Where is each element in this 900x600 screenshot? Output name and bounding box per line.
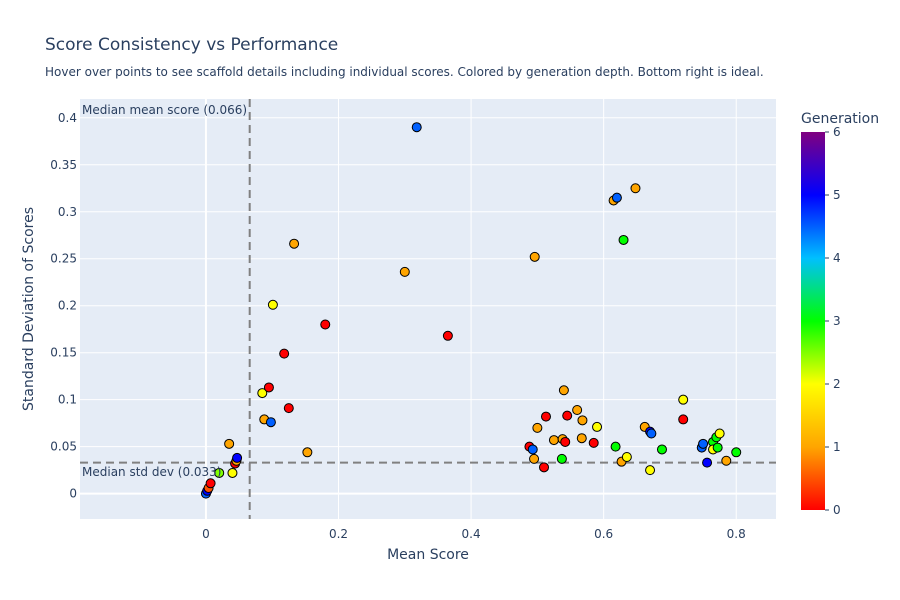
colorbar-tick-label: 3	[833, 314, 841, 328]
grid-lines	[80, 99, 776, 519]
colorbar-tick-label: 0	[833, 503, 841, 517]
data-point[interactable]	[678, 414, 689, 425]
chart-title: Score Consistency vs Performance	[45, 35, 338, 55]
y-axis-ticks: 0 0.05 0.1 0.15 0.2 0.25 0.3 0.35 0.4	[50, 111, 77, 501]
colorbar-tick-label: 2	[833, 377, 841, 391]
x-tick-label: 0.2	[329, 527, 348, 541]
data-point[interactable]	[714, 428, 725, 439]
colorbar-tick-label: 5	[833, 188, 841, 202]
median-mean-annotation: Median mean score (0.066)	[82, 103, 247, 117]
data-point[interactable]	[540, 411, 551, 422]
data-point[interactable]	[263, 382, 274, 393]
median-std-annotation: Median std dev (0.033)	[82, 465, 221, 479]
plot-area	[80, 99, 776, 519]
colorbar-tick-label: 1	[833, 440, 841, 454]
colorbar-ticks: 0 1 2 3 4 5 6	[825, 125, 841, 517]
data-point[interactable]	[279, 348, 290, 359]
y-tick-label: 0.1	[58, 393, 77, 407]
colorbar	[801, 132, 825, 510]
data-point[interactable]	[289, 238, 300, 249]
chart-subtitle: Hover over points to see scaffold detail…	[45, 65, 764, 79]
data-point[interactable]	[558, 385, 569, 396]
data-point[interactable]	[214, 467, 225, 478]
data-point[interactable]	[257, 388, 268, 399]
data-point[interactable]	[576, 433, 587, 444]
data-point[interactable]	[678, 394, 689, 405]
colorbar-tick-label: 6	[833, 125, 841, 139]
y-axis-title: Standard Deviation of Scores	[21, 207, 37, 411]
data-point[interactable]	[556, 453, 567, 464]
data-point[interactable]	[539, 462, 549, 473]
data-point[interactable]	[588, 437, 599, 448]
data-point[interactable]	[267, 299, 278, 310]
data-point[interactable]	[320, 319, 331, 330]
data-point[interactable]	[527, 444, 538, 455]
y-tick-label: 0.15	[50, 346, 77, 360]
data-point[interactable]	[399, 266, 410, 277]
y-tick-label: 0.25	[50, 252, 77, 266]
data-point[interactable]	[630, 183, 641, 194]
data-point[interactable]	[721, 455, 732, 466]
data-point[interactable]	[618, 234, 629, 245]
x-axis-ticks: 0 0.2 0.4 0.6 0.8	[202, 527, 746, 541]
data-point[interactable]	[442, 330, 453, 341]
data-point[interactable]	[656, 444, 667, 455]
x-tick-label: 0.6	[594, 527, 613, 541]
x-tick-label: 0	[202, 527, 210, 541]
data-point[interactable]	[224, 438, 235, 449]
y-tick-label: 0.35	[50, 158, 77, 172]
x-tick-label: 0.8	[727, 527, 746, 541]
data-point[interactable]	[572, 405, 583, 416]
data-point[interactable]	[621, 451, 632, 462]
data-points	[200, 122, 742, 499]
data-point[interactable]	[529, 453, 540, 464]
y-tick-label: 0	[69, 487, 77, 501]
data-point[interactable]	[646, 428, 657, 439]
data-point[interactable]	[698, 438, 709, 449]
data-point[interactable]	[610, 441, 621, 452]
data-point[interactable]	[712, 442, 723, 453]
colorbar-tick-label: 4	[833, 251, 841, 265]
data-point[interactable]	[562, 410, 573, 421]
data-point[interactable]	[205, 478, 216, 489]
data-point[interactable]	[232, 452, 243, 463]
data-point[interactable]	[645, 465, 656, 476]
data-point[interactable]	[731, 447, 742, 458]
y-tick-label: 0.2	[58, 299, 77, 313]
data-point[interactable]	[577, 415, 588, 426]
reference-lines	[80, 99, 776, 519]
data-point[interactable]	[548, 435, 559, 446]
data-point[interactable]	[302, 447, 313, 458]
y-tick-label: 0.3	[58, 205, 77, 219]
data-point[interactable]	[592, 421, 603, 432]
data-point[interactable]	[702, 457, 713, 468]
data-point[interactable]	[532, 422, 543, 433]
data-point[interactable]	[227, 467, 238, 478]
data-point[interactable]	[529, 251, 540, 262]
x-tick-label: 0.4	[462, 527, 481, 541]
y-tick-label: 0.05	[50, 440, 77, 454]
x-axis-title: Mean Score	[387, 547, 469, 563]
data-point[interactable]	[283, 403, 294, 414]
data-point[interactable]	[411, 122, 422, 133]
data-point[interactable]	[611, 192, 622, 203]
y-tick-label: 0.4	[58, 111, 77, 125]
data-point[interactable]	[265, 417, 276, 428]
colorbar-title: Generation	[801, 111, 879, 127]
data-point[interactable]	[560, 436, 571, 447]
